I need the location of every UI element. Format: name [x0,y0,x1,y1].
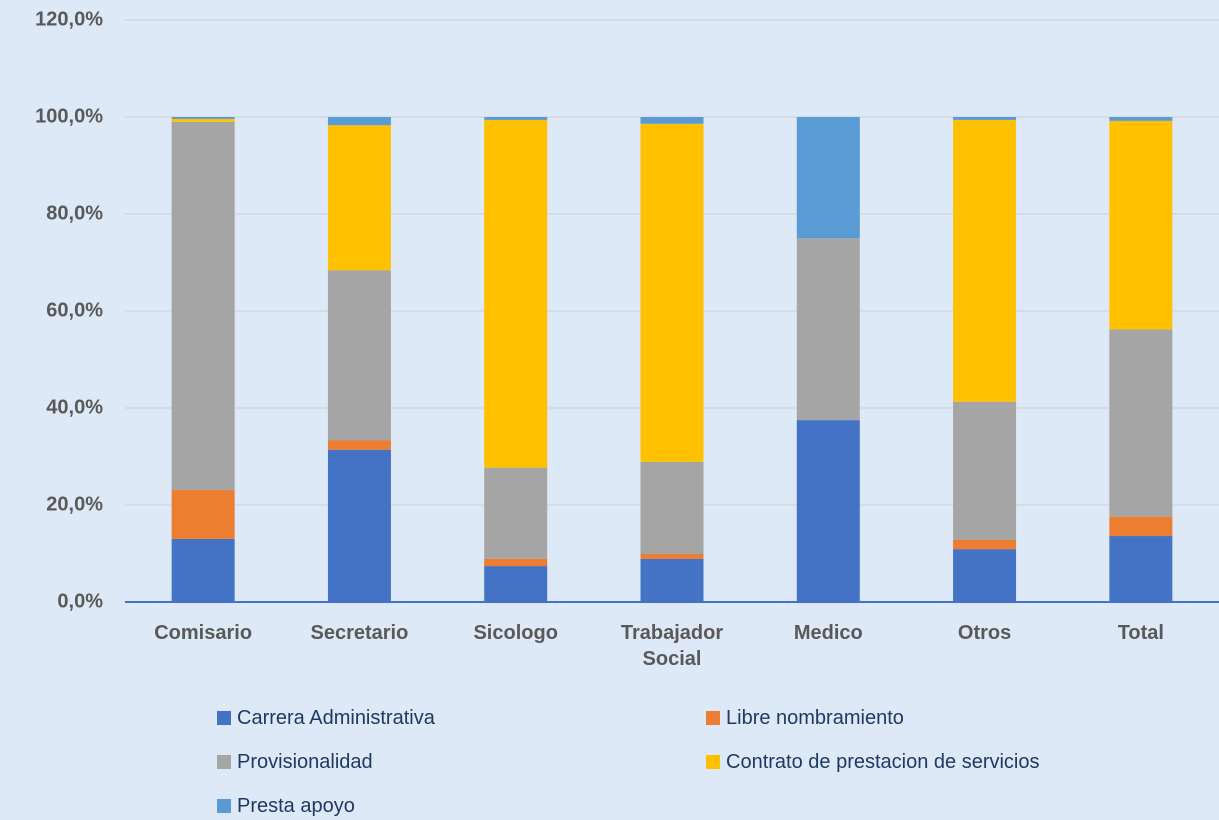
y-tick-label: 40,0% [46,396,103,418]
legend-item: Carrera Administrativa [217,705,435,731]
bar-segment [953,117,1017,120]
bar-segment [484,117,548,120]
bar-segment [1109,120,1173,330]
legend-label: Provisionalidad [237,750,373,773]
bar-segment [953,119,1017,402]
bar-segment [171,121,235,490]
bar-segment [1109,536,1173,602]
legend-swatch [706,755,720,769]
bar-segment [640,558,704,602]
legend-item: Provisionalidad [217,749,373,775]
legend-item: Presta apoyo [217,793,355,819]
bar-segment [796,238,860,421]
bar-segment [1109,117,1173,121]
x-tick-label: Secretario [310,622,409,644]
legend-swatch [706,711,720,725]
legend-label: Carrera Administrativa [237,706,435,729]
bar-segment [327,449,391,602]
y-tick-label: 0,0% [57,590,103,612]
legend-item: Contrato de prestacion de servicios [706,749,1040,775]
bar-segment [484,566,548,602]
bar-segment [327,125,391,271]
legend-label: Libre nombramiento [726,706,904,729]
bar-segment [953,401,1017,540]
legend-swatch [217,755,231,769]
bar-segment [1109,329,1173,517]
bar-segment [327,440,391,450]
x-tick-label: Trabajador Social [620,622,724,670]
legend-label: Presta apoyo [237,794,355,817]
bar-segment [640,123,704,462]
bar-segment [484,467,548,559]
bar-segment [171,117,235,119]
y-tick-label: 20,0% [46,493,103,515]
bar-segment [327,117,391,126]
bar-segment [640,553,704,559]
bar-segment [796,420,860,602]
bar-segment [484,119,548,468]
x-tick-label: Total [1117,622,1164,644]
x-tick-label: Comisario [154,622,253,644]
legend-swatch [217,799,231,813]
bar-segment [171,118,235,122]
y-tick-label: 100,0% [35,105,103,127]
bar-segment [171,538,235,602]
y-tick-label: 60,0% [46,299,103,321]
y-tick-label: 80,0% [46,202,103,224]
bar-segment [953,539,1017,550]
bar-segment [327,270,391,441]
bar-segment [640,117,704,124]
legend-swatch [217,711,231,725]
bar-segment [640,461,704,554]
bar-segment [484,558,548,567]
bar-segment [171,489,235,539]
x-tick-label: Medico [793,622,863,644]
x-tick-label: Otros [957,622,1012,644]
bar-segment [953,549,1017,602]
y-tick-label: 120,0% [35,8,103,30]
legend-label: Contrato de prestacion de servicios [726,750,1040,773]
x-tick-label: Sicologo [473,622,558,644]
legend-item: Libre nombramiento [706,705,904,731]
bar-segment [1109,516,1173,537]
bar-segment [796,117,860,239]
